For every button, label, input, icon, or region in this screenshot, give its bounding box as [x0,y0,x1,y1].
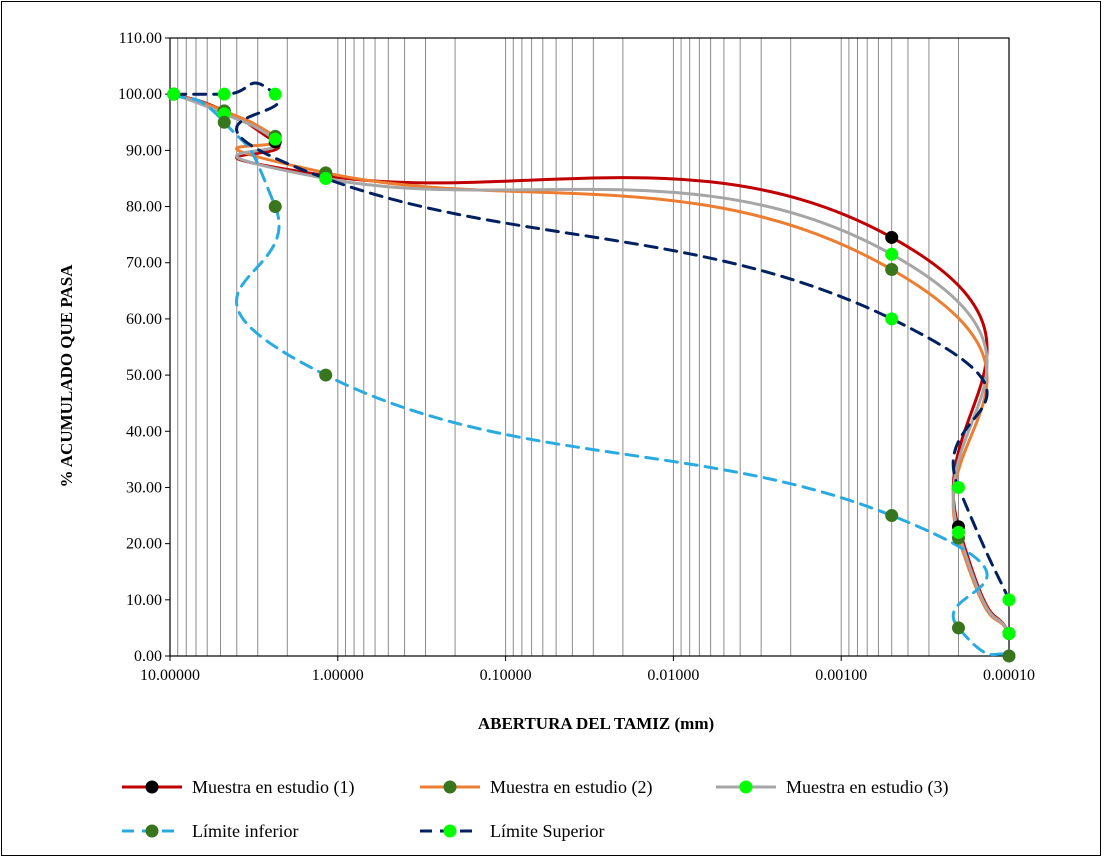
legend-marker [443,780,457,794]
data-point [319,171,333,185]
x-axis-title: ABERTURA DEL TAMIZ (mm) [478,714,714,733]
y-tick-label: 60.00 [126,311,162,328]
data-point [319,368,333,382]
data-point [885,312,899,326]
x-tick-label: 0.00010 [983,667,1035,684]
legend-label: Límite inferior [192,821,298,841]
data-point [1002,649,1016,663]
data-point [217,115,231,129]
y-tick-label: 0.00 [134,648,162,665]
legend-marker [145,780,159,794]
y-tick-label: 100.00 [118,86,162,103]
legend-marker [145,824,159,838]
data-point [885,509,899,523]
data-point [885,230,899,244]
legend-marker [739,780,753,794]
data-point [268,132,282,146]
data-point [268,200,282,214]
series-layer [172,81,1011,658]
y-tick-label: 90.00 [126,142,162,159]
series-line [172,92,1011,658]
x-tick-label: 0.10000 [480,667,532,684]
y-tick-label: 10.00 [126,592,162,609]
data-point [268,87,282,101]
y-tick-label: 30.00 [126,479,162,496]
data-point [951,525,965,539]
y-tick-label: 50.00 [126,367,162,384]
legend-label: Muestra en estudio (3) [786,777,948,798]
series-line [172,92,1011,635]
y-tick-label: 20.00 [126,536,162,553]
data-point [951,480,965,494]
data-point [167,87,181,101]
y-tick-label: 110.00 [119,30,162,47]
plot-area-border [169,37,1010,657]
legend-label: Muestra en estudio (1) [192,777,354,798]
legend-marker [443,824,457,838]
marker-layer [167,87,1016,663]
axes-layer: 0.00 10.00 20.00 30.00 40.00 50.00 60.00 70.00 8… [118,30,1035,684]
y-tick-label: 70.00 [126,255,162,272]
legend: Muestra en estudio (1) Muestra en estudio… [122,777,948,841]
x-tick-label: 0.00100 [815,667,867,684]
series-line [172,81,1011,602]
data-point [885,247,899,261]
x-tick-label: 1.00000 [312,667,364,684]
x-tick-label: 0.01000 [647,667,699,684]
data-point [951,621,965,635]
legend-label: Límite Superior [490,821,604,841]
data-point [1002,593,1016,607]
legend-label: Muestra en estudio (2) [490,777,652,798]
data-point [1002,627,1016,641]
y-tick-label: 80.00 [126,199,162,216]
x-tick-label: 10.00000 [140,667,200,684]
series-line [172,92,1011,635]
data-point [885,262,899,276]
grid-layer [177,38,1010,656]
data-point [217,87,231,101]
y-axis-title: % ACUMULADO QUE PASA [57,264,76,488]
series-line [172,92,1011,635]
y-tick-label: 40.00 [126,423,162,440]
